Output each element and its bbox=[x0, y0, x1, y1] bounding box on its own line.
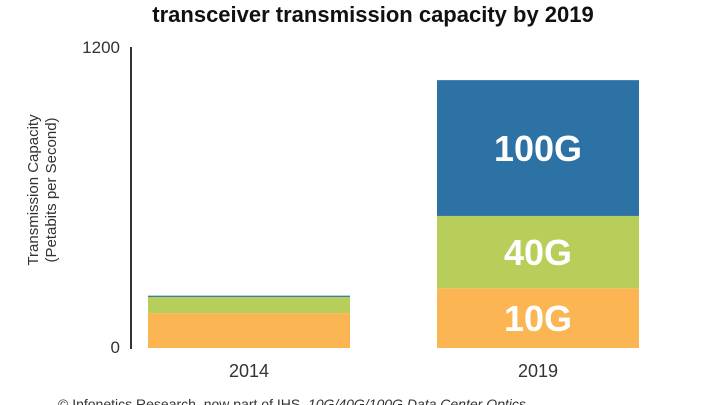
segment-label-2019-40G: 40G bbox=[504, 232, 572, 273]
y-axis-label-line2: (Petabits per Second) bbox=[43, 117, 60, 262]
y-axis-label-line1: Transmission Capacity bbox=[25, 114, 42, 266]
source-prefix: © Infonetics Research, now part of IHS, bbox=[58, 396, 308, 405]
segment-label-2019-10G: 10G bbox=[504, 298, 572, 339]
bar-2014-40G bbox=[148, 296, 350, 314]
category-labels-layer: 2014 2019 bbox=[229, 361, 558, 381]
segment-labels-layer: 10G 40G 100G bbox=[494, 128, 582, 339]
bar-2019-10G bbox=[437, 288, 639, 348]
y-tick-label-bottom: 0 bbox=[111, 338, 120, 357]
segment-label-2019-100G: 100G bbox=[494, 128, 582, 169]
y-axis-label: Transmission Capacity (Petabits per Seco… bbox=[25, 114, 60, 266]
y-tick-label-top: 1200 bbox=[82, 38, 120, 57]
x-tick-label-2019: 2019 bbox=[518, 361, 558, 381]
x-tick-label-2014: 2014 bbox=[229, 361, 269, 381]
source-note: © Infonetics Research, now part of IHS, … bbox=[58, 396, 526, 405]
bar-2014-100G bbox=[148, 295, 350, 297]
bars-layer bbox=[148, 80, 639, 348]
bar-2019-40G bbox=[437, 215, 639, 289]
source-report-title: 10G/40G/100G Data Center Optics bbox=[308, 396, 526, 405]
chart-title: transceiver transmission capacity by 201… bbox=[152, 2, 593, 27]
bar-2019-100G bbox=[437, 80, 639, 216]
bar-2014-10G bbox=[148, 313, 350, 348]
